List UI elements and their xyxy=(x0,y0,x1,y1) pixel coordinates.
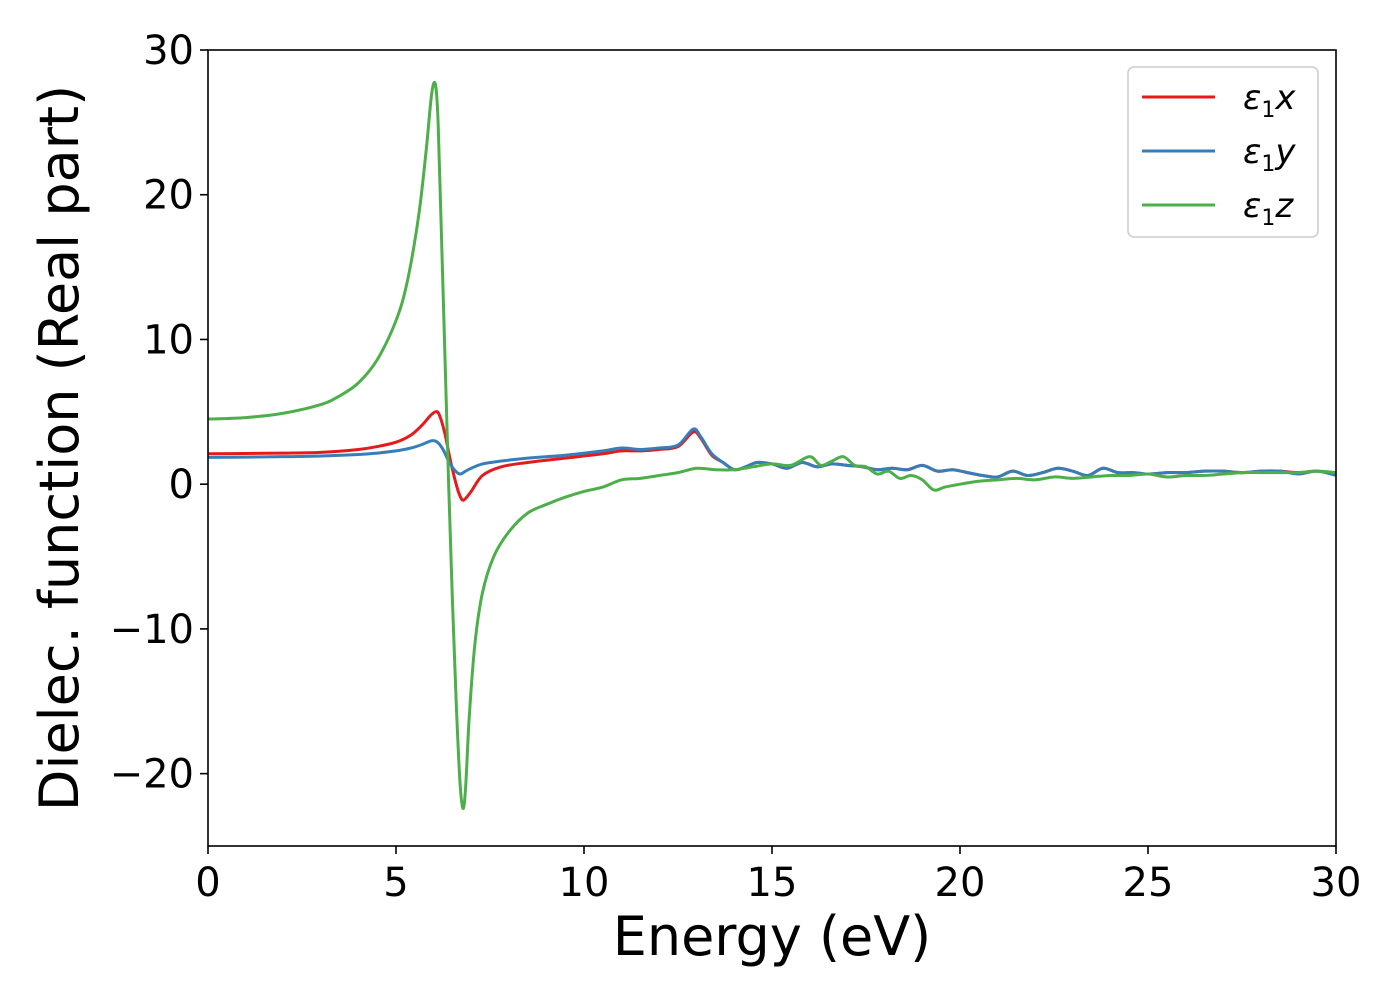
legend: ε1x ε1y ε1z xyxy=(1127,66,1319,238)
legend-label-y: ε1y xyxy=(1243,132,1296,177)
legend-box xyxy=(1127,66,1319,238)
y-tick-label: 0 xyxy=(169,462,194,508)
x-tick-label: 10 xyxy=(559,860,610,906)
x-axis-label: Energy (eV) xyxy=(613,905,932,968)
y-tick-label: −20 xyxy=(110,752,194,798)
x-axis: 0 5 10 15 20 25 30 xyxy=(195,846,1361,906)
y-tick-label: 30 xyxy=(143,28,194,74)
y-tick-label: 20 xyxy=(143,173,194,219)
x-tick-label: 0 xyxy=(195,860,220,906)
y-axis: −20 −10 0 10 20 30 xyxy=(110,28,208,798)
x-tick-label: 25 xyxy=(1123,860,1174,906)
series-line-x xyxy=(208,410,1336,502)
y-tick-label: −10 xyxy=(110,607,194,653)
x-tick-label: 30 xyxy=(1311,860,1362,906)
series-layer xyxy=(208,80,1336,810)
x-tick-label: 5 xyxy=(383,860,408,906)
x-tick-label: 15 xyxy=(747,860,798,906)
series-line-y xyxy=(208,427,1336,479)
y-axis-label: Dielec. function (Real part) xyxy=(28,85,91,811)
series-line-z xyxy=(208,80,1336,810)
legend-label-x: ε1x xyxy=(1243,78,1296,123)
y-tick-label: 10 xyxy=(143,317,194,363)
x-tick-label: 20 xyxy=(935,860,986,906)
legend-label-z: ε1z xyxy=(1243,186,1294,231)
